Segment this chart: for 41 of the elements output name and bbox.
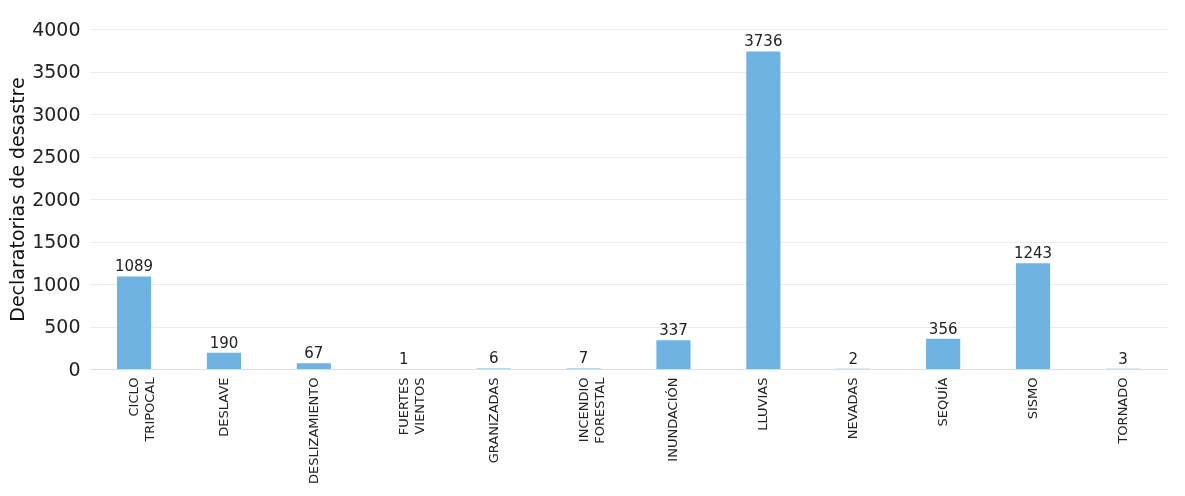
y-tick-label: 1000: [32, 272, 81, 295]
data-label: 2: [848, 349, 859, 368]
x-tick-label: FUERTES VIENTOS: [395, 377, 427, 436]
x-tick-label: INUNDACIÓN: [665, 377, 681, 462]
x-tick-label: TORNADO: [1114, 377, 1130, 445]
x-tick-label: LLUVIAS: [755, 377, 771, 431]
data-label: 1243: [1013, 244, 1053, 263]
x-tick-label: INCENDIO FORESTAL: [575, 376, 607, 444]
x-tick-label: DESLAVE: [215, 377, 231, 437]
bar: [746, 51, 781, 369]
bar: [206, 352, 242, 369]
x-tick-label: GRANIZADAS: [485, 377, 501, 464]
x-tick-label: SISMO: [1025, 377, 1041, 420]
data-label: 1: [398, 349, 409, 368]
data-label: 3736: [744, 32, 783, 51]
y-axis-title: Declaratorias de desastre: [6, 77, 29, 322]
x-tick-label: DESLIZAMIENTO: [305, 377, 321, 485]
bar: [1015, 263, 1051, 369]
data-label: 356: [928, 319, 958, 338]
y-tick-label: 0: [68, 357, 81, 380]
y-tick-label: 2000: [32, 187, 81, 210]
x-tick-label: NEVADAS: [845, 377, 861, 440]
data-label: 7: [578, 349, 589, 368]
y-tick-label: 3500: [32, 60, 81, 82]
data-label: 67: [304, 344, 324, 363]
y-tick-label: 3000: [32, 102, 81, 125]
x-tick-label: CICLO TRIPOCAL: [126, 376, 158, 443]
data-label: 3: [1118, 349, 1128, 368]
bar: [656, 340, 691, 369]
x-tick-label: SEQUÍA: [935, 377, 951, 427]
y-tick-label: 1500: [32, 230, 81, 252]
data-label: 190: [209, 333, 239, 352]
bar: [116, 276, 152, 369]
data-label: 1089: [114, 257, 154, 276]
data-label: 6: [488, 349, 499, 368]
bar: [926, 338, 961, 369]
bar: [296, 363, 331, 369]
y-tick-label: 2500: [32, 145, 81, 167]
y-tick-label: 4000: [32, 17, 81, 40]
data-label: 337: [659, 321, 688, 340]
y-tick-label: 500: [44, 315, 81, 337]
